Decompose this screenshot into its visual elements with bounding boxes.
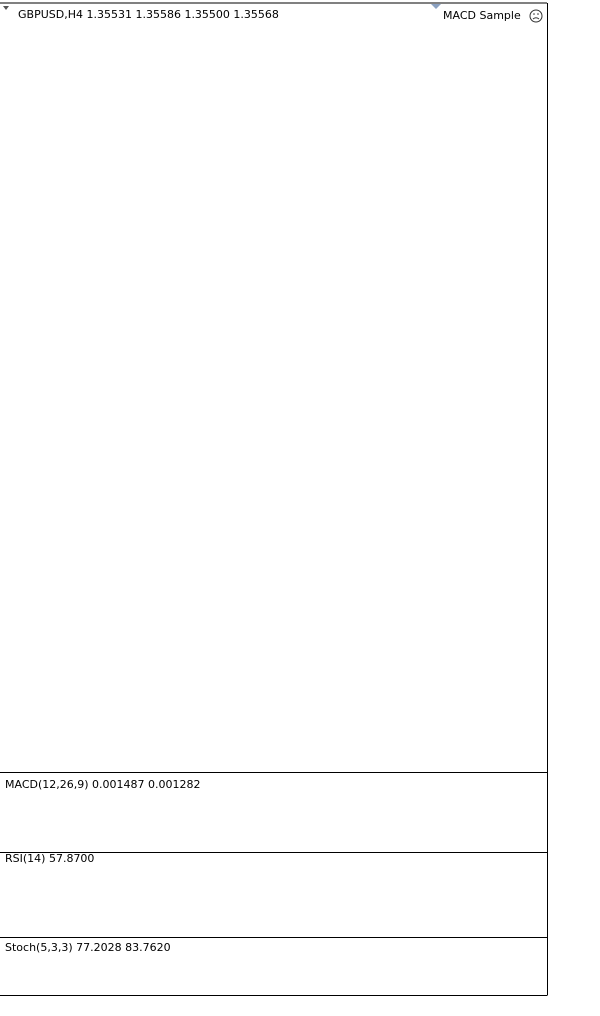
chart-title: GBPUSD,H4 1.35531 1.35586 1.35500 1.3556… — [18, 8, 279, 21]
expert-icon[interactable] — [529, 9, 543, 23]
menu-arrow[interactable] — [3, 6, 9, 10]
expert-name: MACD Sample — [443, 9, 521, 22]
pane-title: Stoch(5,3,3) 77.2028 83.7620 — [5, 941, 171, 954]
pane-title: RSI(14) 57.8700 — [5, 852, 94, 865]
pane-title: MACD(12,26,9) 0.001487 0.001282 — [5, 778, 201, 791]
expert-marker — [431, 4, 441, 9]
